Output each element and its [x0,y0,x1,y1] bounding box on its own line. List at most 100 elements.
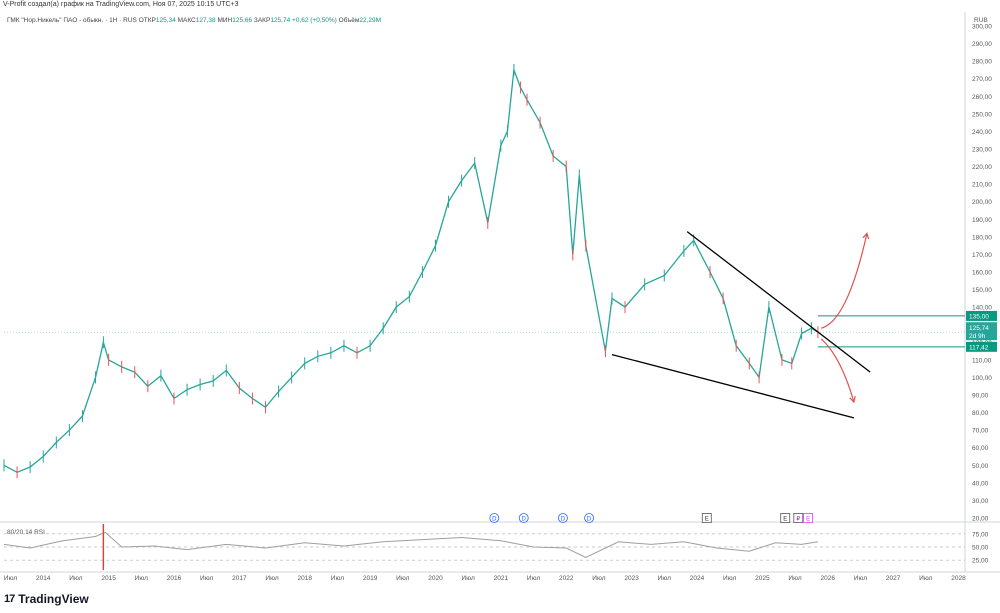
y-tick-label: 70,00 [972,428,989,435]
low-label: МИН [217,17,233,24]
x-tick-label: Июл [396,575,409,582]
dividend-marker [518,513,529,523]
x-tick-label: 2026 [820,575,835,582]
close-label: ЗАКР [253,17,271,24]
y-tick-label: 180,00 [972,234,992,241]
event-marker-label: E [783,517,787,523]
x-tick-label: Июл [658,575,671,582]
y-tick-label: 110,00 [972,357,992,364]
x-tick-label: Июл [788,575,801,582]
dividend-marker [558,513,568,523]
volume-unit: М [375,17,382,24]
event-marker-label: D [561,517,566,523]
x-tick-label: 2020 [428,575,443,582]
projection-down-arrow-head [849,396,856,404]
earnings-marker [780,513,791,523]
close-value: 125,74 [270,17,291,24]
y-tick-label: 90,00 [972,393,989,400]
price-level-tag [966,310,997,321]
x-tick-label: 2022 [559,575,574,582]
rsi-tick-label: 75,00 [972,531,989,538]
symbol-legend: ГМК "Нор.Никель" ПАО - обыкн. · 1Н · RUS… [7,17,381,24]
tradingview-logo-icon: 17 [4,593,15,605]
open-label: ОТКР [138,17,156,24]
high-label: МАКС [177,17,196,24]
price-series-line [3,69,819,474]
x-tick-label: 2025 [755,575,770,582]
last-price-label: 125,74 [969,325,989,332]
x-tick-label: Июл [919,575,932,582]
rsi-label: 80/20 14 RSI [7,529,45,536]
x-tick-label: 2016 [167,575,182,582]
y-tick-label: 140,00 [972,305,992,312]
dividend-marker [584,513,594,523]
rsi-line [3,531,818,559]
event-marker-label: D [587,517,592,523]
y-tick-label: 160,00 [972,270,992,277]
x-tick-label: 2027 [886,575,901,582]
y-tick-label: 80,00 [972,410,989,417]
tradingview-brand[interactable]: 17 TradingView [4,592,89,606]
price-level-label: 117,42 [969,344,989,351]
x-tick-label: 2024 [690,575,705,582]
open-value: 125,34 [155,17,176,24]
price-level-label: 135,00 [969,313,989,320]
event-marker-label: ₽ [796,516,800,523]
x-tick-label: Июл [592,575,605,582]
x-tick-label: 2017 [232,575,247,582]
y-tick-label: 40,00 [972,480,989,487]
dividend-marker [489,513,500,523]
earnings-marker [701,513,712,523]
y-tick-label: 250,00 [972,111,992,118]
y-tick-label: 210,00 [972,182,992,189]
event-marker-label: D [492,517,497,523]
x-tick-label: 2018 [297,575,312,582]
symbol-name[interactable]: ГМК "Нор.Никель" ПАО - обыкн. · 1Н · RUS [7,17,137,24]
earnings-marker [793,513,804,523]
price-levels: 135,00 117,42 [817,310,997,352]
y-tick-label: 30,00 [972,498,989,505]
last-price-tag [966,322,997,341]
projection-down-arrow [820,338,855,403]
x-tick-label: 2021 [494,575,509,582]
volume-value: 22,29 [359,17,376,24]
x-tick-label: Июл [4,575,17,582]
y-tick-label: 200,00 [972,199,992,206]
x-tick-label: Июл [527,575,540,582]
y-tick-label: 190,00 [972,217,992,224]
x-tick-label: Июл [462,575,475,582]
trendline [611,353,855,419]
y-tick-label: 240,00 [972,129,992,136]
y-tick-label: 290,00 [972,41,992,48]
high-value: 127,38 [195,17,216,24]
chart-credit: V-Profit создал(а) график на TradingView… [3,1,239,8]
y-tick-label: 280,00 [972,59,992,66]
last-price-countdown: 2d 9h [969,333,986,340]
event-marker-label: E [806,517,810,523]
event-marker-label: D [522,517,527,523]
x-tick-label: 2023 [624,575,639,582]
x-tick-label: Июл [69,575,82,582]
x-tick-label: Июл [331,575,344,582]
x-tick-label: Июл [200,575,213,582]
event-marker-label: E [705,517,709,523]
low-value: 125,66 [232,17,253,24]
change-value: +0,62 (+0,50%) [292,17,337,24]
projection-up-arrow [820,233,868,329]
trendline [686,231,871,373]
x-tick-label: Июл [265,575,278,582]
rsi-tick-label: 50,00 [972,545,989,552]
x-tick-label: Июл [723,575,736,582]
y-tick-label: 220,00 [972,164,992,171]
y-tick-label: 170,00 [972,252,992,259]
price-level-tag [966,341,997,352]
x-tick-label: 2019 [363,575,378,582]
y-tick-label: 300,00 [972,24,992,31]
x-tick-label: Июл [854,575,867,582]
y-tick-label: 260,00 [972,94,992,101]
y-tick-label: 270,00 [972,76,992,83]
x-tick-label: Июл [135,575,148,582]
projection-up-arrow-head [862,232,870,240]
x-tick-label: 2015 [101,575,116,582]
